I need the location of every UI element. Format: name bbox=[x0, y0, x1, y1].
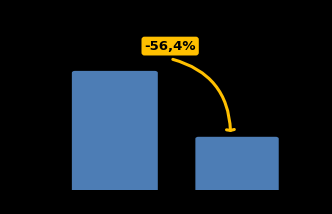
Text: -56,4%: -56,4% bbox=[144, 40, 196, 53]
FancyBboxPatch shape bbox=[72, 71, 158, 192]
FancyBboxPatch shape bbox=[195, 137, 279, 192]
